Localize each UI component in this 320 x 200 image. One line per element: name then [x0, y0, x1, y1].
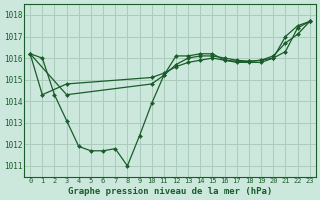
X-axis label: Graphe pression niveau de la mer (hPa): Graphe pression niveau de la mer (hPa) [68, 187, 272, 196]
